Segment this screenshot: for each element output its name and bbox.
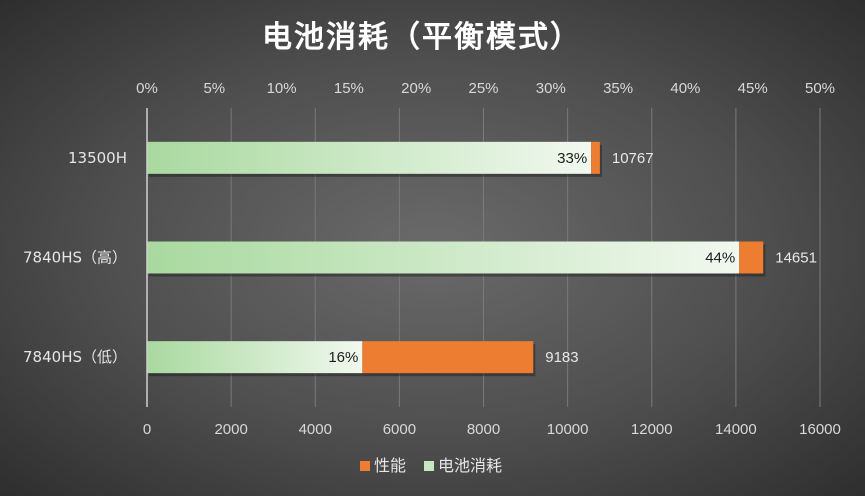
bottom-tick-label: 4000: [299, 421, 332, 438]
legend-label-battery: 电池消耗: [438, 456, 502, 475]
chart-title: 电池消耗（平衡模式）: [262, 20, 582, 55]
top-tick-label: 5%: [203, 80, 225, 97]
top-tick-label: 0%: [136, 80, 158, 97]
top-tick-label: 50%: [805, 80, 835, 97]
value-label: 9183: [545, 349, 578, 366]
percent-label: 16%: [328, 349, 358, 366]
bottom-axis-ticks: 0 2000 4000 6000 8000 10000 12000 14000 16000: [143, 421, 841, 438]
percent-label: 33%: [557, 150, 587, 167]
top-tick-label: 25%: [468, 80, 498, 97]
value-label: 10767: [612, 150, 654, 167]
bottom-tick-label: 12000: [631, 421, 673, 438]
category-label: 13500H: [68, 149, 127, 167]
bottom-tick-label: 2000: [214, 421, 247, 438]
legend-label-performance: 性能: [374, 456, 406, 475]
category-labels: 13500H 7840HS（高） 7840HS（低）: [23, 149, 127, 366]
top-tick-label: 30%: [536, 80, 566, 97]
percent-label: 44%: [705, 250, 735, 267]
bottom-tick-label: 14000: [715, 421, 757, 438]
battery-bar: [147, 141, 592, 174]
performance-bar: [591, 141, 600, 174]
top-tick-label: 35%: [603, 80, 633, 97]
bottom-tick-label: 16000: [799, 421, 841, 438]
value-label: 14651: [775, 250, 817, 267]
top-tick-label: 40%: [670, 80, 700, 97]
category-label: 7840HS（低）: [23, 348, 127, 366]
bottom-tick-label: 0: [143, 421, 151, 438]
bottom-tick-label: 6000: [383, 421, 416, 438]
top-axis-ticks: 0% 5% 10% 15% 20% 25% 30% 35% 40% 45% 50%: [136, 80, 835, 97]
top-tick-label: 10%: [267, 80, 297, 97]
battery-bar: [147, 341, 363, 374]
category-label: 7840HS（高）: [23, 249, 127, 267]
performance-bar: [362, 341, 534, 374]
legend-swatch-performance: [360, 461, 370, 471]
top-tick-label: 45%: [738, 80, 768, 97]
bottom-tick-label: 10000: [547, 421, 589, 438]
battery-bar: [147, 241, 740, 274]
top-tick-label: 15%: [334, 80, 364, 97]
bottom-tick-label: 8000: [467, 421, 500, 438]
performance-bar: [739, 241, 764, 274]
legend-swatch-battery: [424, 461, 434, 471]
top-tick-label: 20%: [401, 80, 431, 97]
bars: 33% 10767 44% 14651 16% 9183: [147, 141, 817, 377]
legend: 性能 电池消耗: [360, 456, 502, 475]
